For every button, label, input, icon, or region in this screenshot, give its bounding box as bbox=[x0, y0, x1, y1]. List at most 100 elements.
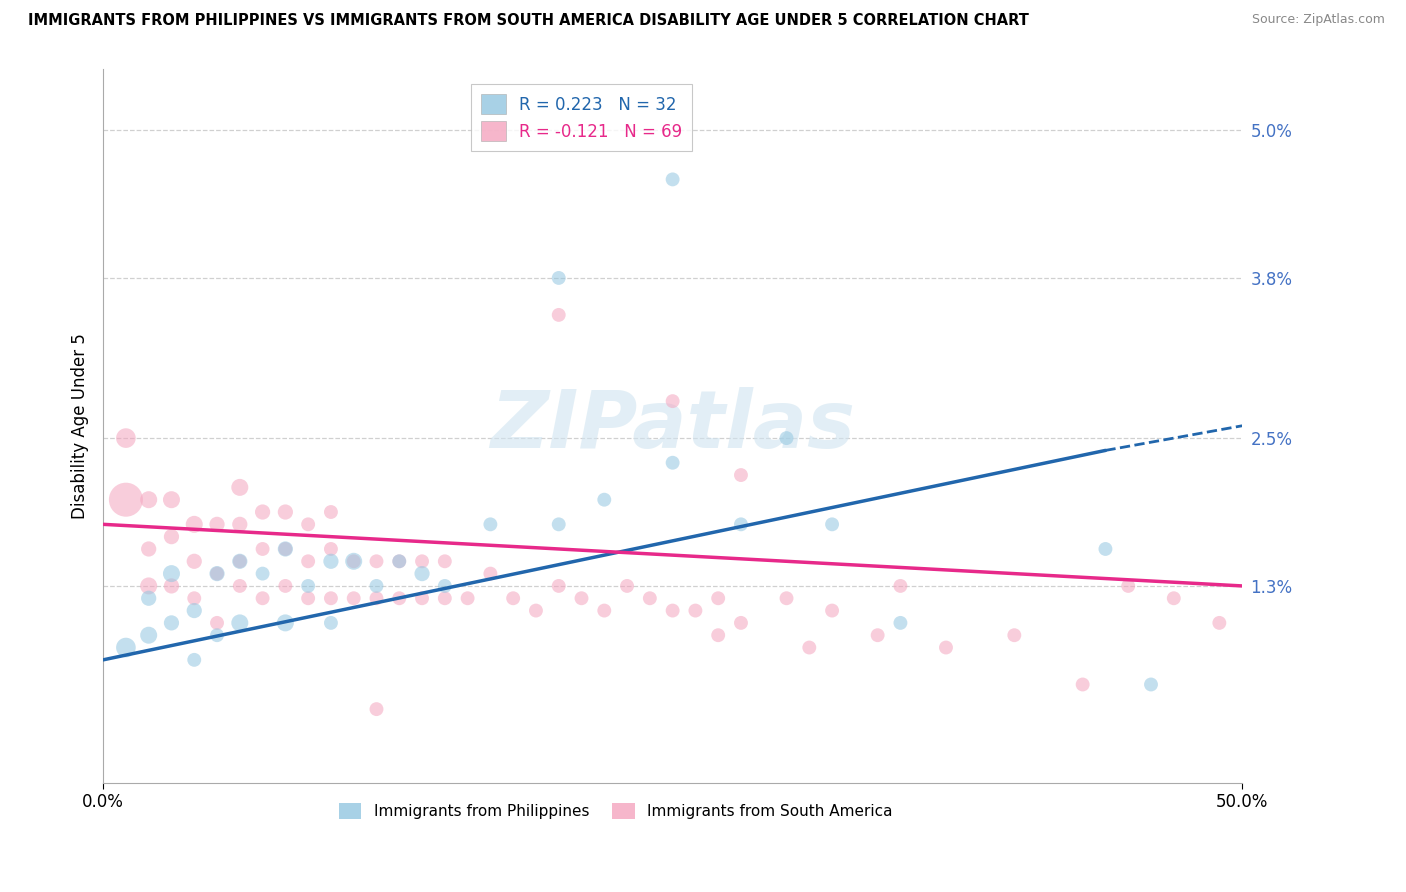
Point bbox=[593, 603, 616, 617]
Text: IMMIGRANTS FROM PHILIPPINES VS IMMIGRANTS FROM SOUTH AMERICA DISABILITY AGE UNDE: IMMIGRANTS FROM PHILIPPINES VS IMMIGRANT… bbox=[28, 13, 1029, 29]
Point bbox=[138, 492, 160, 507]
Point bbox=[821, 603, 844, 617]
Text: ZIPatlas: ZIPatlas bbox=[491, 387, 855, 465]
Point bbox=[274, 541, 297, 556]
Point bbox=[252, 541, 274, 556]
Point bbox=[524, 603, 547, 617]
Point bbox=[205, 615, 228, 630]
Point bbox=[229, 615, 252, 630]
Point bbox=[183, 591, 205, 606]
Point bbox=[343, 554, 366, 568]
Point bbox=[457, 591, 479, 606]
Point bbox=[366, 579, 388, 593]
Point bbox=[1071, 677, 1094, 691]
Point bbox=[205, 517, 228, 532]
Point bbox=[1208, 615, 1230, 630]
Point bbox=[547, 271, 569, 285]
Point bbox=[252, 566, 274, 581]
Point bbox=[775, 431, 797, 445]
Point bbox=[160, 615, 183, 630]
Point bbox=[274, 579, 297, 593]
Point bbox=[138, 579, 160, 593]
Point bbox=[707, 628, 730, 642]
Point bbox=[638, 591, 661, 606]
Point bbox=[297, 554, 319, 568]
Point bbox=[502, 591, 524, 606]
Point bbox=[297, 591, 319, 606]
Point bbox=[366, 554, 388, 568]
Point bbox=[616, 579, 638, 593]
Point bbox=[547, 517, 569, 532]
Point bbox=[183, 653, 205, 667]
Point bbox=[433, 554, 456, 568]
Point bbox=[707, 591, 730, 606]
Point bbox=[229, 579, 252, 593]
Point bbox=[319, 541, 342, 556]
Point bbox=[343, 554, 366, 568]
Point bbox=[730, 468, 752, 483]
Point bbox=[479, 517, 502, 532]
Point bbox=[661, 394, 683, 409]
Point bbox=[205, 566, 228, 581]
Point bbox=[547, 308, 569, 322]
Y-axis label: Disability Age Under 5: Disability Age Under 5 bbox=[72, 333, 89, 519]
Point bbox=[160, 530, 183, 544]
Legend: Immigrants from Philippines, Immigrants from South America: Immigrants from Philippines, Immigrants … bbox=[332, 797, 898, 825]
Point bbox=[319, 615, 342, 630]
Point bbox=[274, 615, 297, 630]
Text: Source: ZipAtlas.com: Source: ZipAtlas.com bbox=[1251, 13, 1385, 27]
Point bbox=[229, 517, 252, 532]
Point bbox=[138, 591, 160, 606]
Point bbox=[138, 628, 160, 642]
Point bbox=[775, 591, 797, 606]
Point bbox=[1140, 677, 1163, 691]
Point bbox=[889, 615, 911, 630]
Point bbox=[115, 431, 138, 445]
Point bbox=[388, 591, 411, 606]
Point bbox=[160, 492, 183, 507]
Point bbox=[252, 505, 274, 519]
Point bbox=[319, 505, 342, 519]
Point bbox=[138, 541, 160, 556]
Point bbox=[183, 517, 205, 532]
Point bbox=[205, 566, 228, 581]
Point bbox=[1002, 628, 1025, 642]
Point bbox=[661, 172, 683, 186]
Point bbox=[433, 591, 456, 606]
Point bbox=[115, 492, 138, 507]
Point bbox=[343, 591, 366, 606]
Point bbox=[935, 640, 957, 655]
Point bbox=[183, 603, 205, 617]
Point bbox=[1116, 579, 1139, 593]
Point bbox=[297, 517, 319, 532]
Point bbox=[183, 554, 205, 568]
Point bbox=[479, 566, 502, 581]
Point bbox=[160, 566, 183, 581]
Point bbox=[229, 554, 252, 568]
Point bbox=[274, 541, 297, 556]
Point bbox=[685, 603, 707, 617]
Point bbox=[274, 505, 297, 519]
Point bbox=[799, 640, 821, 655]
Point bbox=[730, 517, 752, 532]
Point bbox=[411, 566, 433, 581]
Point bbox=[252, 591, 274, 606]
Point bbox=[160, 579, 183, 593]
Point bbox=[1094, 541, 1116, 556]
Point bbox=[571, 591, 593, 606]
Point bbox=[319, 554, 342, 568]
Point bbox=[388, 554, 411, 568]
Point bbox=[388, 554, 411, 568]
Point bbox=[319, 591, 342, 606]
Point bbox=[593, 492, 616, 507]
Point bbox=[229, 480, 252, 494]
Point bbox=[433, 579, 456, 593]
Point bbox=[366, 702, 388, 716]
Point bbox=[661, 456, 683, 470]
Point bbox=[411, 591, 433, 606]
Point bbox=[411, 554, 433, 568]
Point bbox=[547, 579, 569, 593]
Point bbox=[297, 579, 319, 593]
Point bbox=[730, 615, 752, 630]
Point bbox=[366, 591, 388, 606]
